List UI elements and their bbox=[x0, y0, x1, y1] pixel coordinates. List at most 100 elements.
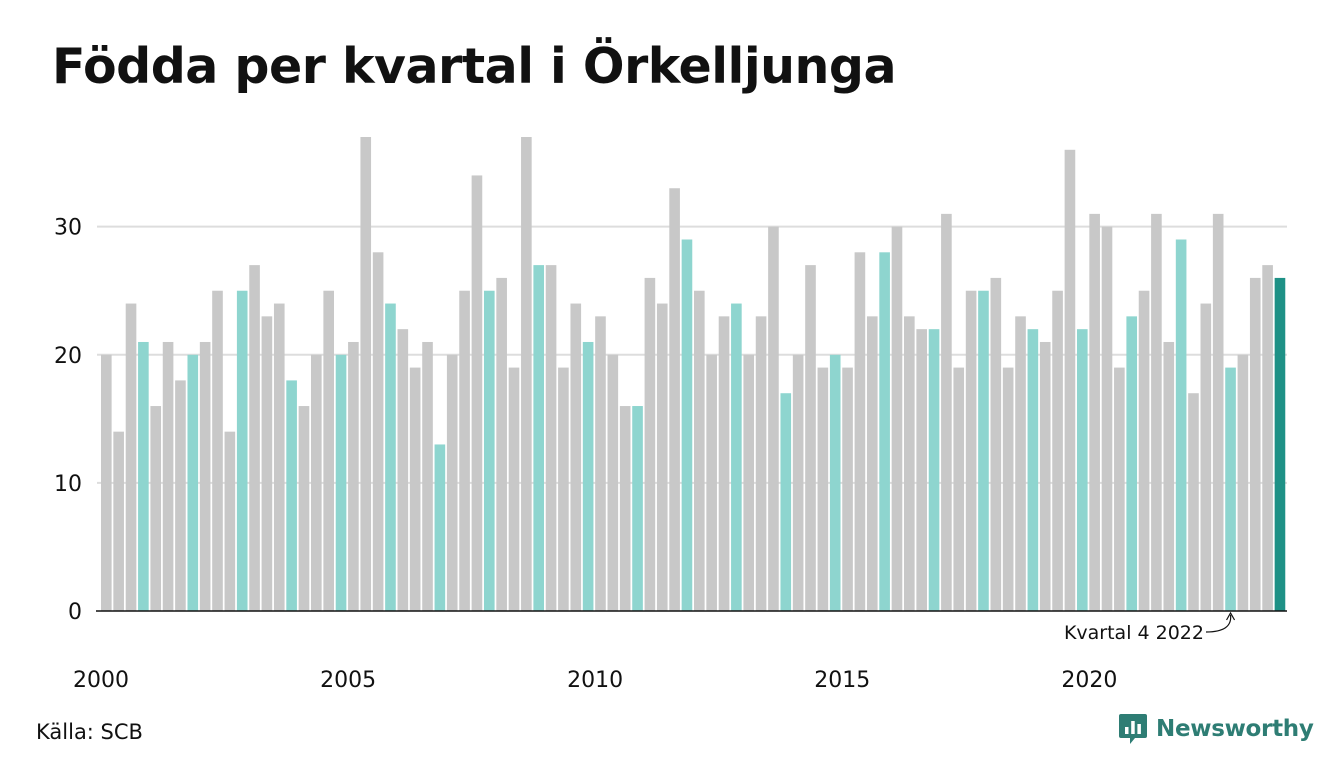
annotation-arrowhead bbox=[1226, 611, 1236, 621]
bar bbox=[533, 265, 545, 611]
bar bbox=[496, 277, 507, 611]
x-tick-label: 2005 bbox=[320, 668, 376, 693]
bar bbox=[545, 265, 557, 611]
bar bbox=[1027, 329, 1039, 611]
annotation: Kvartal 4 2022 bbox=[1064, 611, 1236, 644]
annotation-arrow bbox=[1205, 614, 1232, 633]
bar bbox=[1052, 290, 1063, 611]
y-tick-label: 20 bbox=[54, 344, 82, 369]
bar bbox=[866, 316, 878, 611]
bar bbox=[113, 431, 124, 611]
bar bbox=[1225, 367, 1236, 611]
bar bbox=[422, 341, 433, 611]
bar bbox=[1175, 239, 1187, 612]
bar bbox=[409, 367, 421, 611]
y-tick-label: 0 bbox=[68, 600, 82, 625]
bar bbox=[1249, 277, 1261, 611]
bar bbox=[1039, 341, 1051, 611]
bar bbox=[471, 175, 483, 611]
bar bbox=[558, 367, 569, 611]
bar bbox=[1262, 265, 1273, 611]
bar bbox=[595, 316, 606, 611]
bar bbox=[1200, 303, 1212, 611]
bar bbox=[1002, 367, 1014, 611]
bar bbox=[854, 252, 866, 612]
x-axis-labels: 2000 2005 2010 2015 2020 bbox=[73, 668, 1117, 693]
bar bbox=[261, 316, 273, 611]
bar bbox=[150, 406, 162, 611]
bar bbox=[1101, 226, 1113, 611]
y-tick-label: 10 bbox=[54, 472, 82, 497]
bar bbox=[101, 354, 112, 611]
bar bbox=[941, 213, 952, 612]
bar bbox=[1237, 354, 1249, 611]
x-tick-label: 2000 bbox=[73, 668, 129, 693]
bars bbox=[101, 137, 1286, 612]
annotation-label: Kvartal 4 2022 bbox=[1064, 622, 1204, 644]
bar bbox=[582, 341, 594, 611]
bar bbox=[249, 265, 260, 611]
bar bbox=[879, 252, 890, 612]
x-tick-label: 2010 bbox=[567, 668, 623, 693]
bar bbox=[434, 444, 446, 611]
bar bbox=[1114, 367, 1125, 611]
x-tick-label: 2015 bbox=[814, 668, 870, 693]
bar bbox=[619, 406, 631, 611]
bar bbox=[1212, 213, 1224, 612]
bar bbox=[397, 329, 409, 611]
bar bbox=[1089, 213, 1100, 612]
bar bbox=[273, 303, 285, 611]
bar bbox=[175, 380, 186, 611]
bar bbox=[681, 239, 693, 612]
x-tick-label: 2020 bbox=[1061, 668, 1117, 693]
bar bbox=[236, 290, 248, 611]
bar bbox=[829, 354, 841, 611]
bar bbox=[125, 303, 137, 611]
bar bbox=[199, 341, 211, 611]
brand-logo: Newsworthy bbox=[1118, 712, 1314, 746]
bar bbox=[521, 137, 532, 611]
bar bbox=[669, 188, 680, 612]
bar bbox=[731, 303, 742, 611]
chart-title: Födda per kvartal i Örkelljunga bbox=[52, 38, 897, 95]
bar bbox=[656, 303, 668, 611]
bar bbox=[632, 406, 643, 611]
bar bbox=[348, 341, 359, 611]
bar bbox=[1126, 316, 1138, 611]
bar bbox=[1151, 213, 1162, 612]
bar bbox=[360, 137, 372, 611]
bar bbox=[953, 367, 965, 611]
bar bbox=[1188, 393, 1199, 611]
brand-name: Newsworthy bbox=[1156, 716, 1314, 742]
bar bbox=[1076, 329, 1088, 611]
bar bbox=[965, 290, 977, 611]
bar bbox=[459, 290, 470, 611]
bar bbox=[483, 290, 495, 611]
bar bbox=[792, 354, 804, 611]
bar bbox=[817, 367, 829, 611]
bar bbox=[385, 303, 396, 611]
bar bbox=[755, 316, 767, 611]
bar bbox=[1138, 290, 1150, 611]
bar bbox=[323, 290, 334, 611]
bar bbox=[768, 226, 779, 611]
bar bbox=[743, 354, 755, 611]
bar bbox=[570, 303, 582, 611]
bar bbox=[706, 354, 717, 611]
bar bbox=[1015, 316, 1026, 611]
bar bbox=[298, 406, 310, 611]
bar bbox=[718, 316, 730, 611]
bar bbox=[694, 290, 705, 611]
bar bbox=[978, 290, 989, 611]
bar bbox=[1064, 149, 1076, 611]
bar bbox=[607, 354, 619, 611]
bar bbox=[224, 431, 236, 611]
bar bbox=[904, 316, 915, 611]
bar bbox=[508, 367, 520, 611]
bar bbox=[644, 277, 656, 611]
bar bbox=[138, 341, 149, 611]
bar bbox=[286, 380, 297, 611]
bar bbox=[805, 265, 816, 611]
source-note: Källa: SCB bbox=[36, 720, 143, 744]
